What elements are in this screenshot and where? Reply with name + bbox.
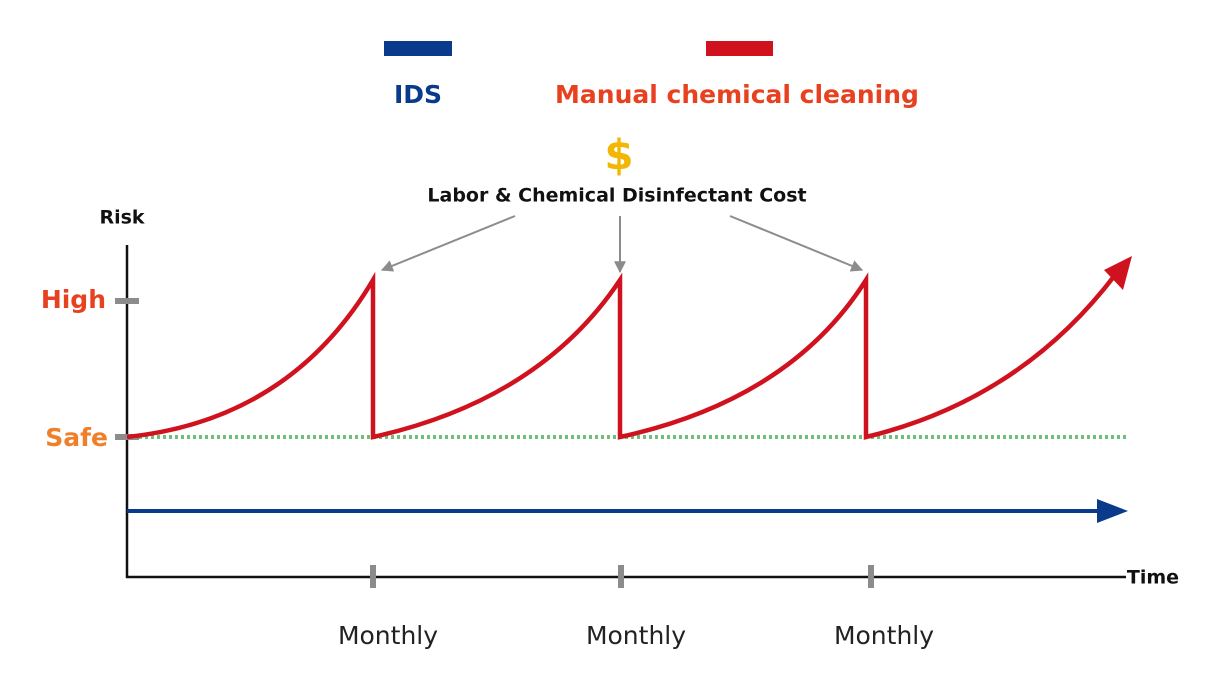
period-label: Monthly (338, 621, 438, 650)
level-label: High (41, 285, 106, 314)
period-ticks (370, 565, 874, 588)
annotation-arrows (380, 215, 864, 274)
legend-swatch (384, 41, 452, 56)
annotation-text: Labor & Chemical Disinfectant Cost (427, 185, 806, 207)
level-label: Safe (45, 423, 108, 452)
manual-arrowhead (1104, 256, 1132, 290)
legend-swatch (706, 41, 773, 56)
period-label: Monthly (586, 621, 686, 650)
legend-label: Manual chemical cleaning (555, 80, 919, 109)
y-axis-label: Risk (99, 207, 144, 229)
x-axis-label: Time (1127, 567, 1179, 589)
ids-arrowhead (1097, 499, 1128, 523)
cost-symbol: $ (604, 131, 633, 180)
manual-curve (126, 271, 1117, 440)
period-label: Monthly (834, 621, 934, 650)
legend-label: IDS (394, 80, 442, 109)
